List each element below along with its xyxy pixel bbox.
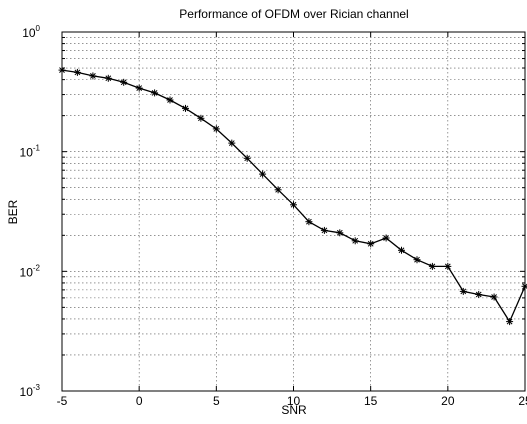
y-tick-label: 10-2 [20,263,41,279]
ber-series-markers [58,66,527,326]
y-tick-label: 10-3 [20,383,41,399]
chart-title: Performance of OFDM over Rician channel [179,7,408,21]
data-point-marker [228,139,236,147]
data-point-marker [506,318,514,326]
data-point-marker [428,262,436,270]
x-tick-label: 20 [441,394,455,408]
data-point-marker [135,84,143,92]
data-point-marker [274,186,282,194]
data-point-marker [444,262,452,270]
data-point-marker [166,96,174,104]
data-point-marker [382,234,390,242]
data-point-marker [73,68,81,76]
data-point-marker [413,256,421,264]
x-tick-label: 15 [364,394,378,408]
data-point-marker [320,226,328,234]
data-point-marker [104,74,112,82]
data-point-marker [367,240,375,248]
y-tick-labels: 10-3 10-2 10-1 100 [20,24,41,399]
x-tick-label: 5 [213,394,220,408]
x-tick-labels: -5 0 5 10 15 20 25 [57,394,527,408]
y-axis-title: BER [6,199,20,224]
data-point-marker [259,170,267,178]
data-point-marker [290,201,297,209]
data-point-marker [305,218,313,226]
data-point-marker [490,293,498,301]
x-tick-label: 25 [518,394,527,408]
x-tick-label: -5 [57,394,68,408]
data-point-marker [243,154,251,162]
x-tick-label: 10 [287,394,301,408]
data-point-marker [336,229,344,237]
data-point-marker [89,72,97,80]
y-tick-label: 10-1 [20,144,41,160]
data-point-marker [459,287,467,295]
data-point-marker [212,125,220,133]
data-point-marker [120,78,128,86]
data-point-marker [151,89,159,97]
data-point-marker [351,237,359,245]
data-point-marker [197,114,205,122]
data-point-marker [58,66,66,74]
x-tick-label: 0 [136,394,143,408]
data-point-marker [182,104,189,112]
ber-series-line [61,69,526,323]
grid-lines [62,32,525,391]
x-axis-title: SNR [281,403,307,417]
y-tick-label: 100 [22,24,40,40]
data-point-marker [475,291,483,298]
axis-ticks [61,32,526,391]
data-point-marker [398,246,405,254]
